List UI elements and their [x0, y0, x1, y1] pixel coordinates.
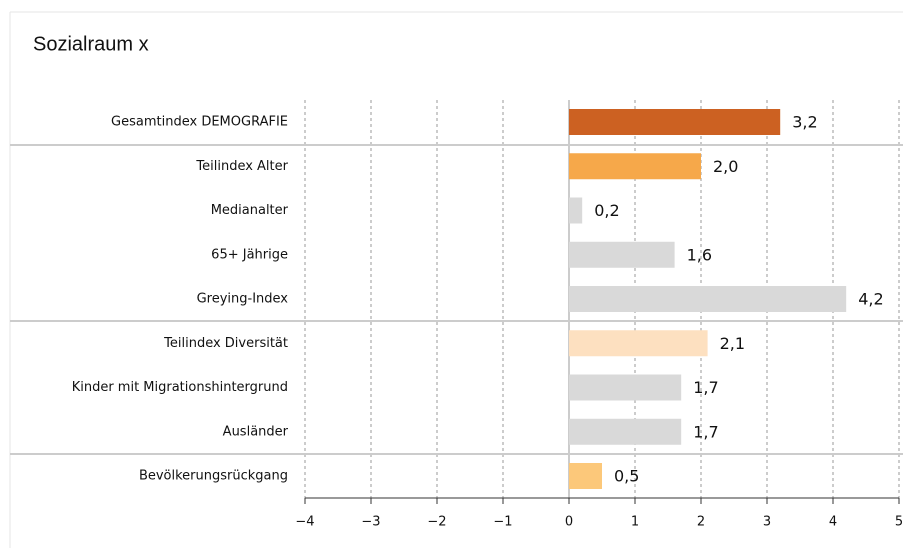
category-label: Medianalter	[211, 203, 289, 218]
category-label: Bevölkerungsrückgang	[139, 469, 288, 484]
x-tick-label: 4	[829, 515, 837, 530]
x-tick-label: 2	[697, 515, 705, 530]
value-label: 2,0	[713, 157, 738, 176]
value-label: 4,2	[858, 290, 883, 309]
category-label: Ausländer	[223, 424, 289, 439]
x-tick-label: −2	[427, 515, 446, 530]
chart-title: Sozialraum x	[33, 33, 149, 55]
value-label: 0,2	[594, 201, 619, 220]
x-tick-label: 3	[763, 515, 771, 530]
category-label: Greying-Index	[197, 292, 289, 307]
value-label: 0,5	[614, 467, 639, 486]
category-label: Teilindex Alter	[195, 159, 288, 174]
x-tick-label: 0	[565, 515, 573, 530]
value-label: 2,1	[720, 334, 745, 353]
bar	[569, 197, 583, 224]
category-label: Kinder mit Migrationshintergrund	[72, 380, 288, 395]
x-tick-label: 5	[895, 515, 903, 530]
bar	[569, 463, 602, 489]
bar	[569, 241, 675, 268]
category-label: Teilindex Diversität	[163, 336, 288, 351]
bar	[569, 418, 682, 445]
value-label: 1,7	[693, 378, 718, 397]
value-label: 1,7	[693, 422, 718, 441]
bar	[569, 109, 781, 135]
category-label: 65+ Jährige	[211, 247, 288, 262]
bar	[569, 286, 847, 312]
x-tick-label: 1	[631, 515, 639, 530]
bar	[569, 374, 682, 401]
bar	[569, 330, 708, 357]
x-tick-label: −1	[493, 515, 512, 530]
x-tick-label: −4	[295, 515, 314, 530]
x-tick-label: −3	[361, 515, 380, 530]
bar	[569, 153, 701, 180]
value-label: 3,2	[792, 113, 817, 132]
value-label: 1,6	[687, 245, 712, 264]
category-label: Gesamtindex DEMOGRAFIE	[111, 115, 288, 130]
